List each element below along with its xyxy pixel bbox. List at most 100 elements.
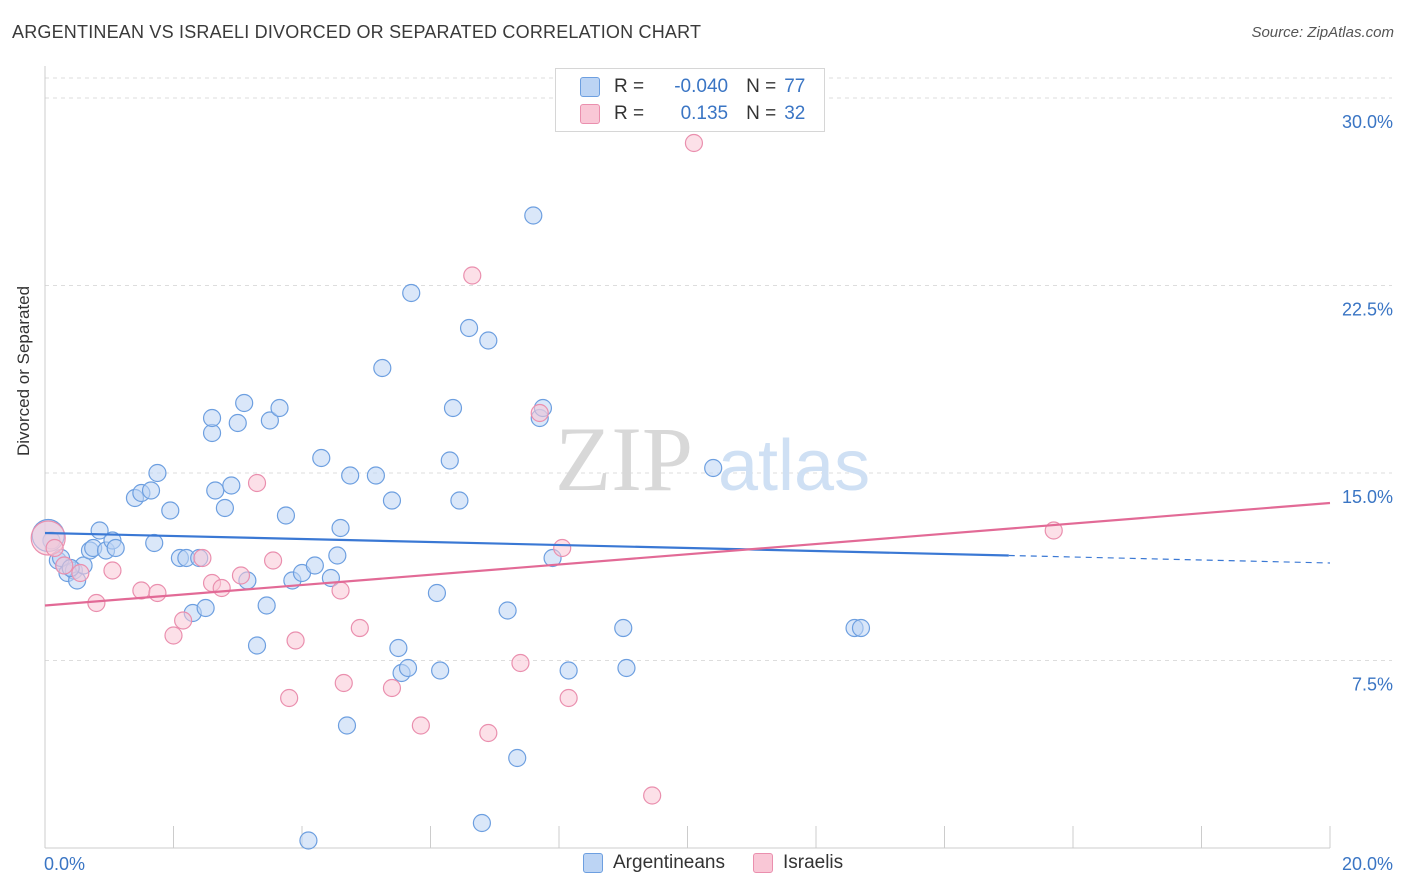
legend-r-label: R =: [614, 103, 645, 124]
legend-label-israelis: Israelis: [782, 852, 844, 873]
point-argentineans: [141, 481, 161, 500]
point-israelis: [231, 566, 251, 585]
point-argentineans: [247, 636, 267, 655]
point-argentineans: [299, 831, 318, 850]
point-argentineans: [228, 413, 247, 433]
chart-title: ARGENTINEAN VS ISRAELI DIVORCED OR SEPAR…: [12, 22, 702, 42]
point-argentineans: [427, 583, 447, 603]
point-israelis: [193, 548, 212, 568]
point-israelis: [643, 786, 662, 805]
point-israelis: [148, 583, 167, 603]
point-argentineans: [328, 546, 347, 565]
legend-label-argentineans: Argentineans: [613, 852, 725, 873]
point-argentineans: [145, 533, 164, 553]
point-israelis: [479, 723, 498, 743]
point-argentineans: [479, 331, 498, 350]
point-argentineans: [398, 658, 418, 678]
point-argentineans: [559, 661, 578, 680]
point-israelis: [553, 538, 572, 558]
x-tick-label: 0.0%: [44, 854, 85, 874]
point-argentineans: [215, 498, 234, 518]
legend-swatch-pink: [752, 853, 773, 873]
point-argentineans: [260, 411, 279, 430]
point-argentineans: [235, 393, 254, 413]
point-argentineans: [614, 618, 633, 638]
y-tick-label: 22.5%: [1342, 300, 1393, 320]
point-argentineans: [276, 506, 296, 525]
point-argentineans: [402, 283, 421, 303]
point-argentineans: [389, 638, 408, 658]
legend-swatch-blue: [583, 853, 603, 873]
watermark-atlas: atlas: [718, 426, 870, 506]
point-israelis: [247, 473, 267, 493]
point-israelis: [511, 653, 530, 673]
point-israelis: [411, 716, 430, 735]
source-credit: Source: ZipAtlas.com: [1251, 24, 1394, 41]
point-israelis: [382, 678, 402, 698]
point-israelis: [263, 551, 283, 570]
legend-n-label: N =: [746, 103, 777, 124]
legend-item-argentineans[interactable]: Argentineans: [583, 852, 725, 874]
point-argentineans: [337, 716, 357, 735]
legend-swatch-pink: [580, 104, 600, 124]
point-argentineans: [459, 318, 479, 338]
point-argentineans: [851, 618, 871, 638]
y-tick-label: 30.0%: [1342, 112, 1393, 132]
point-argentineans: [472, 813, 491, 833]
point-israelis: [87, 593, 106, 613]
point-argentineans: [508, 748, 527, 768]
point-argentineans: [196, 598, 215, 618]
axes: [44, 66, 1331, 849]
point-israelis: [331, 581, 350, 600]
legend-row-israelis: R = 0.135 N = 32: [580, 102, 805, 126]
point-argentineans: [106, 538, 125, 558]
point-argentineans: [373, 358, 392, 378]
point-argentineans: [498, 601, 517, 620]
point-argentineans: [443, 398, 463, 418]
point-argentineans: [206, 481, 225, 500]
point-israelis: [164, 626, 183, 645]
legend-n-value: 77: [784, 76, 806, 97]
point-israelis: [463, 266, 482, 285]
point-israelis: [174, 611, 193, 630]
point-argentineans: [704, 458, 723, 478]
point-argentineans: [341, 466, 360, 485]
point-argentineans: [366, 466, 385, 485]
point-israelis: [334, 673, 353, 693]
point-argentineans: [222, 476, 241, 495]
point-israelis: [71, 563, 90, 583]
point-argentineans: [440, 451, 459, 470]
legend-n-value: 32: [784, 103, 806, 124]
point-argentineans: [524, 206, 543, 225]
point-argentineans: [617, 658, 636, 678]
legend-n-label: N =: [746, 76, 777, 97]
series-argentineans: [31, 206, 871, 850]
point-argentineans: [312, 448, 331, 468]
point-israelis: [530, 403, 549, 423]
point-israelis: [286, 631, 305, 650]
point-israelis: [103, 561, 122, 580]
series-israelis: [30, 133, 1063, 805]
legend-item-israelis[interactable]: Israelis: [752, 852, 844, 874]
watermark-zip: ZIP: [555, 408, 693, 510]
legend-swatch-blue: [580, 77, 600, 97]
point-israelis: [280, 688, 299, 708]
point-argentineans: [161, 501, 180, 520]
legend-r-label: R =: [614, 76, 645, 97]
series-legend: Argentineans Israelis: [583, 852, 871, 874]
trend-line-argentineans-extension: [1008, 554, 1331, 564]
point-argentineans: [148, 463, 167, 483]
y-tick-label: 15.0%: [1342, 487, 1393, 507]
point-argentineans: [431, 661, 450, 680]
y-tick-label: 7.5%: [1352, 675, 1393, 695]
point-israelis: [350, 618, 369, 638]
trend-line-argentineans: [44, 531, 1009, 557]
point-argentineans: [450, 491, 469, 510]
point-argentineans: [382, 491, 402, 510]
legend-row-argentineans: R = -0.040 N = 77: [580, 75, 805, 99]
tick-labels: 7.5% 15.0% 22.5% 30.0% 0.0% 20.0%: [44, 112, 1393, 874]
point-israelis: [212, 578, 231, 598]
point-israelis: [559, 688, 578, 708]
point-israelis: [55, 556, 74, 575]
